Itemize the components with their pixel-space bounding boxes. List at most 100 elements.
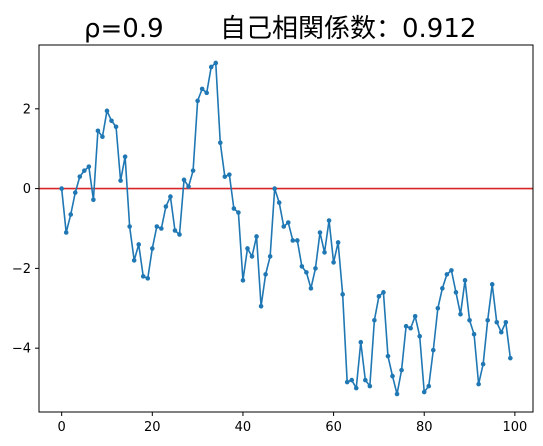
data-point <box>498 329 504 335</box>
data-point <box>181 177 187 183</box>
data-point <box>503 319 509 325</box>
x-tick-label: 0 <box>58 420 66 435</box>
data-point <box>63 230 69 235</box>
data-point <box>304 270 309 275</box>
data-point <box>213 60 219 66</box>
data-point <box>295 238 300 243</box>
data-point <box>100 134 105 140</box>
data-point <box>385 353 391 359</box>
data-point <box>299 264 305 269</box>
x-tick-label: 60 <box>325 420 342 435</box>
data-point <box>285 220 291 225</box>
data-point <box>59 186 64 191</box>
data-point <box>86 164 92 169</box>
data-point <box>322 250 327 255</box>
data-point <box>367 383 373 389</box>
data-point <box>344 379 350 385</box>
data-point <box>249 254 255 259</box>
data-point <box>313 266 318 271</box>
chart-title-rho: ρ=0.9 <box>84 14 164 44</box>
data-point <box>335 240 341 245</box>
data-point <box>109 118 114 124</box>
data-point <box>150 246 155 251</box>
data-point <box>118 178 123 183</box>
x-tick-label: 100 <box>502 420 527 435</box>
chart-title-autocorrelation: 自己相関係数：0.912 <box>220 14 476 44</box>
data-point <box>154 224 160 229</box>
data-point <box>222 174 228 179</box>
data-point <box>82 168 87 173</box>
data-point <box>290 238 296 243</box>
data-point <box>95 128 101 134</box>
data-point <box>471 331 477 337</box>
data-point <box>349 377 355 383</box>
data-point <box>372 317 377 323</box>
data-point <box>168 194 173 199</box>
data-point <box>127 224 132 229</box>
data-point <box>77 174 83 179</box>
y-tick-label: −2 <box>12 262 31 277</box>
plot-area: 0 20 40 60 80 100 −4 −2 0 2 <box>12 44 534 435</box>
series-line <box>60 62 512 395</box>
data-point <box>376 294 382 299</box>
axes-frame <box>38 44 534 413</box>
data-point <box>131 258 137 263</box>
data-point <box>136 242 142 247</box>
data-point <box>426 383 432 389</box>
x-tick-label: 80 <box>416 420 433 435</box>
data-point <box>208 64 214 70</box>
data-point <box>394 391 400 397</box>
data-point <box>190 168 196 173</box>
data-point <box>412 313 418 319</box>
data-point <box>435 305 441 311</box>
data-point <box>272 186 277 191</box>
data-point <box>145 276 151 281</box>
data-point <box>245 246 250 251</box>
data-point <box>458 311 463 317</box>
data-point <box>72 190 78 195</box>
data-point <box>480 361 486 367</box>
data-point <box>408 325 413 331</box>
data-point <box>91 197 96 203</box>
data-point <box>399 367 404 373</box>
x-tick-label: 40 <box>235 420 252 435</box>
data-point <box>494 319 500 325</box>
data-point <box>195 98 200 104</box>
data-point <box>113 124 119 130</box>
data-point <box>331 260 336 265</box>
data-point <box>508 355 513 361</box>
data-point <box>403 323 409 329</box>
data-point <box>217 140 223 146</box>
data-point <box>281 224 287 229</box>
data-point <box>467 317 472 323</box>
data-point <box>489 282 495 287</box>
y-tick-label: 2 <box>23 102 31 117</box>
data-point <box>353 385 359 391</box>
data-point <box>236 210 241 215</box>
data-point <box>172 228 178 233</box>
data-point <box>363 377 368 383</box>
data-point <box>462 278 468 283</box>
data-point <box>276 200 282 205</box>
data-point <box>326 218 332 223</box>
data-point <box>267 254 273 259</box>
data-point <box>449 268 454 273</box>
data-point <box>140 274 146 279</box>
data-point <box>258 303 264 309</box>
data-point <box>227 172 232 177</box>
data-point <box>317 230 323 235</box>
data-point <box>68 212 74 217</box>
y-tick-label: 0 <box>23 182 31 197</box>
data-point <box>430 347 436 353</box>
data-point <box>254 234 259 239</box>
data-point <box>453 290 459 295</box>
data-point <box>186 184 191 189</box>
data-point <box>204 90 209 96</box>
data-point <box>159 226 164 231</box>
data-point <box>199 86 205 92</box>
data-point <box>263 272 268 277</box>
data-point <box>177 232 182 237</box>
data-point <box>358 339 364 345</box>
data-point <box>417 333 422 339</box>
